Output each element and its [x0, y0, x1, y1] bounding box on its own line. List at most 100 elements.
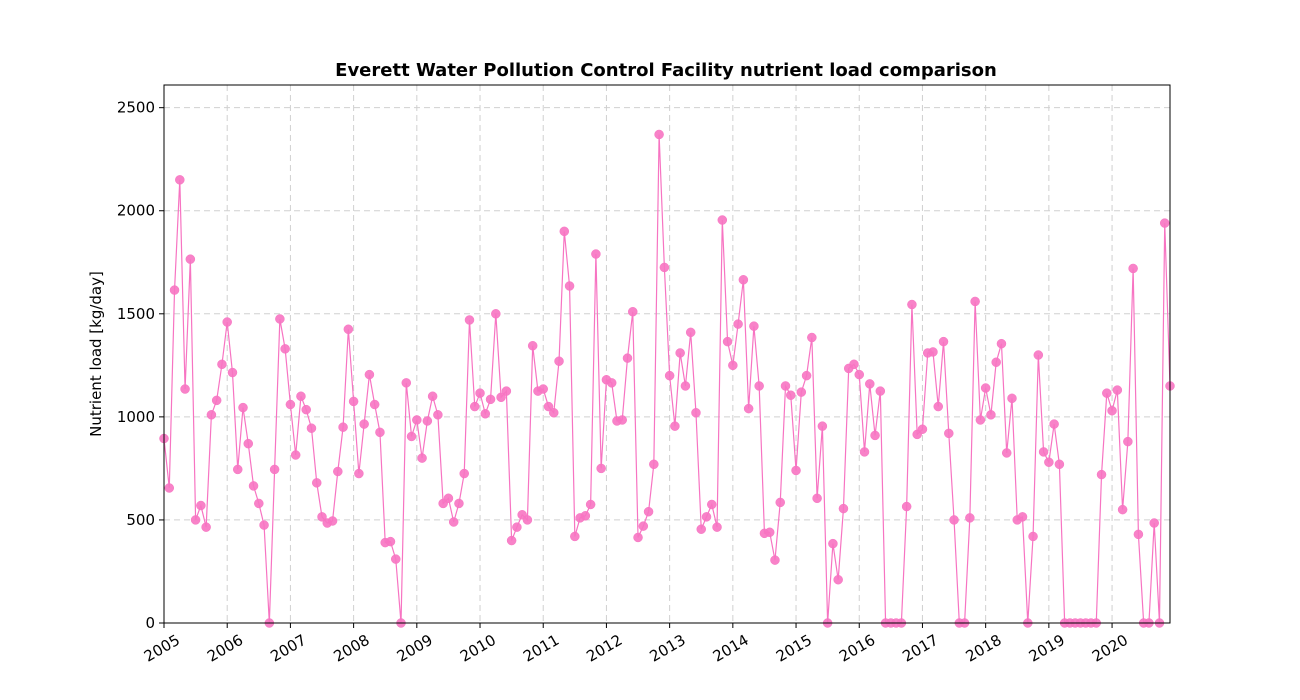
data-point: [691, 408, 701, 418]
data-point: [722, 336, 733, 347]
data-point: [1133, 529, 1144, 540]
x-tick-label: 2005: [141, 631, 183, 666]
data-point: [1044, 457, 1054, 467]
data-point: [991, 357, 1001, 367]
data-point: [659, 262, 670, 273]
data-point: [459, 468, 469, 479]
data-point: [385, 536, 396, 547]
data-point: [227, 367, 238, 378]
data-point: [254, 498, 264, 509]
data-point: [522, 515, 533, 525]
y-tick-label: 0: [145, 614, 155, 632]
data-point: [1054, 459, 1065, 470]
data-point: [427, 391, 438, 402]
data-point: [980, 383, 991, 393]
grid-lines: [163, 85, 1170, 624]
data-point: [485, 394, 496, 405]
data-point: [1107, 405, 1117, 416]
data-point: [369, 399, 380, 410]
data-point: [470, 401, 480, 412]
data-point: [949, 515, 959, 525]
data-point: [812, 493, 822, 504]
data-point: [285, 399, 296, 410]
data-point: [1049, 419, 1059, 429]
data-point: [596, 463, 606, 474]
data-point: [343, 324, 354, 335]
data-point: [559, 226, 570, 237]
data-point: [738, 275, 749, 285]
data-point: [1007, 393, 1017, 404]
x-tick-label: 2017: [899, 631, 941, 666]
data-point: [796, 387, 807, 397]
data-point: [348, 396, 359, 407]
data-point: [901, 501, 912, 512]
data-point: [865, 379, 875, 389]
data-point: [527, 341, 538, 351]
data-point: [464, 315, 475, 325]
data-point: [1033, 350, 1044, 360]
chart-title: Everett Water Pollution Control Facility…: [335, 60, 997, 81]
data-point: [833, 574, 843, 585]
data-point: [786, 390, 796, 400]
data-point: [917, 424, 928, 434]
data-point: [554, 356, 564, 366]
data-point: [196, 500, 206, 511]
data-point: [1128, 263, 1138, 274]
data-point: [443, 493, 454, 504]
data-point: [211, 395, 222, 406]
data-point: [164, 483, 175, 493]
data-point: [333, 466, 343, 477]
data-point: [638, 521, 649, 531]
data-point: [654, 129, 664, 140]
data-point: [975, 415, 986, 425]
data-point: [633, 532, 643, 543]
data-point: [311, 478, 322, 488]
data-point: [743, 403, 754, 414]
y-tick-label: 2500: [117, 99, 155, 117]
data-point: [680, 381, 691, 391]
data-point: [422, 416, 433, 426]
data-point: [269, 464, 280, 475]
data-point: [327, 516, 338, 526]
data-point: [838, 503, 849, 514]
data-point: [1038, 447, 1049, 457]
data-point: [391, 554, 401, 564]
x-tick-label: 2012: [583, 631, 625, 666]
data-point: [512, 522, 522, 532]
data-point: [986, 410, 996, 420]
data-point: [275, 314, 285, 324]
data-point: [501, 386, 512, 396]
data-point: [306, 423, 317, 433]
data-point: [543, 401, 554, 412]
data-point: [190, 515, 201, 525]
data-point: [1149, 518, 1159, 528]
data-point: [1001, 448, 1012, 458]
data-point: [1017, 512, 1028, 522]
data-point: [364, 369, 375, 380]
data-point: [685, 327, 696, 338]
data-point: [996, 338, 1007, 349]
data-point: [649, 459, 659, 470]
y-axis-title: Nutrient load [kg/day]: [87, 271, 105, 437]
data-point: [828, 538, 838, 549]
data-point: [712, 522, 722, 532]
data-point: [696, 524, 706, 534]
data-point: [1028, 531, 1038, 542]
data-point: [280, 344, 290, 354]
data-point: [338, 422, 348, 432]
data-point: [538, 384, 548, 394]
data-point: [780, 381, 791, 391]
data-point: [549, 408, 559, 418]
y-tick-label: 1500: [117, 305, 155, 323]
data-point: [1102, 388, 1112, 398]
data-point: [475, 388, 485, 398]
data-point: [506, 535, 517, 546]
data-point: [965, 513, 975, 523]
data-point: [670, 421, 680, 431]
data-point: [570, 531, 580, 542]
y-tick-label: 2000: [117, 202, 155, 220]
y-tick-label: 1000: [117, 408, 155, 426]
data-point: [201, 522, 211, 532]
data-point: [454, 498, 464, 509]
